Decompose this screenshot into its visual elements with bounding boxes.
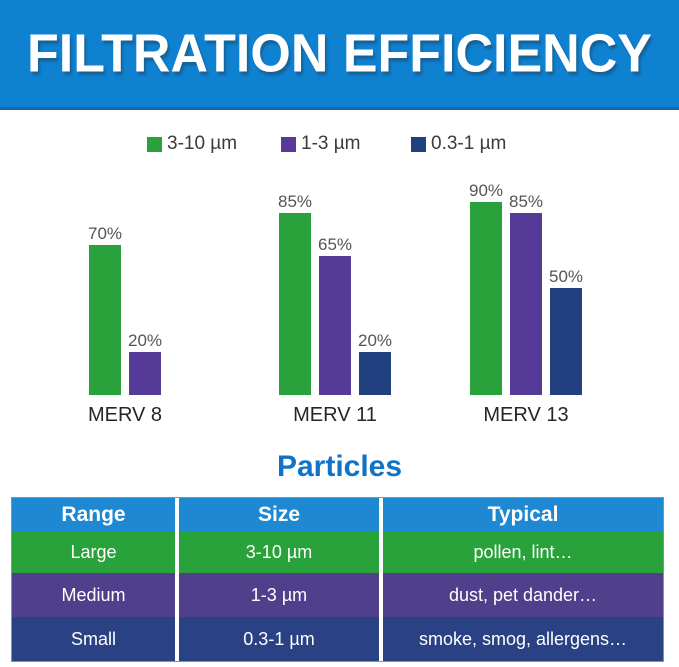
table-cell-typical: pollen, lint… [383, 531, 663, 573]
bar-value-label: 20% [127, 331, 163, 350]
bar [279, 213, 311, 395]
bar [550, 288, 582, 395]
bar-value-label: 20% [357, 331, 393, 350]
table-cell-typical: smoke, smog, allergens… [383, 617, 663, 661]
bar [89, 245, 121, 395]
bar [319, 256, 351, 395]
table-cell-size: 3-10 µm [179, 531, 379, 573]
table-cell-size: 0.3-1 µm [179, 617, 379, 661]
legend-item: 0.3-1 µm [411, 134, 506, 154]
category-label: MERV 13 [483, 404, 569, 426]
bar [470, 202, 502, 395]
bar-value-label: 85% [508, 192, 544, 211]
particles-table: Range Size Typical Large 3-10 µm pollen, lint… [11, 497, 664, 662]
table-cell-range: Medium [12, 573, 175, 617]
table-cell-size: 1-3 µm [179, 573, 379, 617]
legend-label: 0.3-1 µm [431, 133, 507, 154]
table-cell-range: Small [12, 617, 175, 661]
page-title: FILTRATION EFFICIENCY [27, 23, 652, 84]
bar [359, 352, 391, 395]
bar-value-label: 90% [468, 181, 504, 200]
legend-label: 1-3 µm [301, 133, 361, 154]
bar [129, 352, 161, 395]
title-banner: FILTRATION EFFICIENCY [0, 0, 679, 110]
table-header-cell: Range [12, 498, 175, 531]
bar-value-label: 65% [317, 235, 353, 254]
category-label: MERV 8 [87, 404, 163, 426]
table-cell-range: Large [12, 531, 175, 573]
bar-value-label: 85% [277, 192, 313, 211]
legend-swatch-icon [147, 136, 162, 152]
bar [510, 213, 542, 395]
filtration-efficiency-bar-chart: 3-10 µm 1-3 µm 0.3-1 µm 70% 20% MERV 8 85% 65% 2… [87, 134, 584, 427]
bar-value-label: 70% [87, 224, 123, 243]
table-header-cell: Size [179, 498, 379, 531]
particles-section-title: Particles [276, 450, 403, 483]
table-cell-typical: dust, pet dander… [383, 573, 663, 617]
legend-label: 3-10 µm [167, 133, 238, 154]
category-label: MERV 11 [293, 404, 377, 426]
legend-item: 1-3 µm [281, 134, 361, 154]
bar-value-label: 50% [548, 267, 584, 286]
legend-swatch-icon [411, 136, 426, 152]
legend-item: 3-10 µm [147, 134, 237, 154]
legend-swatch-icon [281, 136, 296, 152]
table-header-cell: Typical [383, 498, 663, 531]
